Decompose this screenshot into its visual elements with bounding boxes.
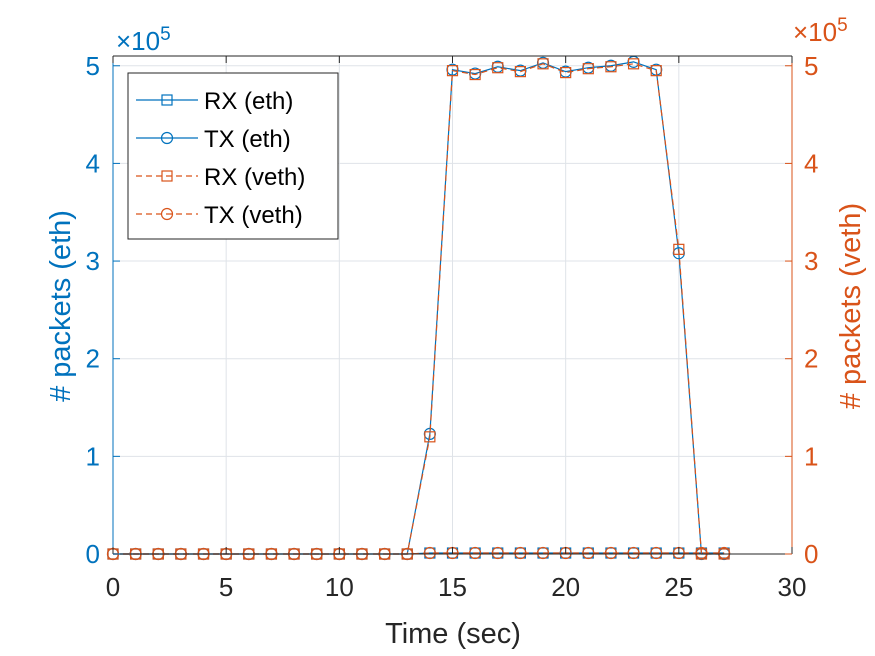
data-point (627, 58, 640, 70)
x-tick-label: 30 (778, 572, 807, 602)
legend-label: RX (veth) (204, 164, 305, 191)
y-tick-label-left: 1 (86, 441, 100, 471)
legend-box (127, 72, 339, 240)
data-point (627, 546, 640, 560)
data-point (469, 546, 482, 560)
legend-marker (161, 170, 173, 182)
data-point (650, 65, 662, 77)
data-point (695, 546, 708, 560)
x-tick-label: 25 (664, 572, 693, 602)
legend-marker (161, 94, 173, 106)
data-point (514, 546, 527, 560)
y-tick-label-left: 0 (86, 539, 100, 569)
right-axis-exponent: ×105 (793, 15, 848, 47)
legend-label: TX (veth) (204, 202, 303, 229)
y-axis-label-left: # packets (eth) (45, 210, 77, 402)
data-point (717, 546, 731, 560)
legend: RX (eth) TX (eth) RX (veth) TX (veth) (127, 72, 339, 240)
legend-marker (160, 207, 174, 221)
data-point (650, 546, 663, 560)
y-axis-label-right: # packets (veth) (835, 203, 867, 409)
y-tick-label-left: 2 (86, 344, 100, 374)
left-axis-exponent: ×105 (116, 24, 171, 56)
x-tick-label: 5 (219, 572, 233, 602)
x-tick-label: 20 (551, 572, 580, 602)
data-point (537, 58, 549, 70)
x-tick-label: 0 (106, 572, 120, 602)
y-tick-label-right: 2 (804, 344, 818, 374)
y-tick-label-right: 3 (804, 246, 818, 276)
legend-entry: RX (veth) (136, 164, 305, 191)
y-tick-label-right: 5 (804, 51, 818, 81)
legend-marker (160, 131, 174, 145)
x-tick-label: 15 (438, 572, 467, 602)
data-point (582, 546, 595, 560)
data-point (424, 431, 436, 443)
legend-label: RX (eth) (204, 88, 293, 115)
legend-entry: TX (veth) (136, 202, 303, 229)
x-tick-label: 10 (325, 572, 354, 602)
data-point (604, 546, 618, 560)
data-point (514, 66, 527, 78)
svg-text:×105: ×105 (793, 15, 848, 47)
data-point (492, 62, 504, 74)
legend-entry: RX (eth) (136, 88, 293, 115)
y-tick-label-left: 4 (86, 148, 100, 178)
x-axis-label: Time (sec) (385, 618, 521, 650)
svg-text:×105: ×105 (116, 24, 171, 56)
data-point (560, 66, 572, 79)
data-point (469, 68, 481, 81)
left-exponent-base: ×10 (116, 26, 160, 56)
y-tick-label-right: 4 (804, 148, 818, 178)
legend-label: TX (eth) (204, 126, 291, 153)
left-exponent-power: 5 (160, 24, 171, 45)
data-point (673, 243, 685, 255)
data-point (491, 546, 504, 560)
right-exponent-power: 5 (837, 15, 848, 36)
data-point (446, 65, 459, 77)
data-point (536, 546, 550, 560)
data-point (605, 61, 617, 73)
y-tick-label-left: 5 (86, 51, 100, 81)
data-point (423, 546, 436, 560)
y-tick-label-left: 3 (86, 246, 100, 276)
legend-entry: TX (eth) (136, 126, 291, 153)
y-tick-label-right: 0 (804, 539, 818, 569)
data-point (582, 63, 594, 75)
right-exponent-base: ×10 (793, 17, 837, 47)
y-tick-label-right: 1 (804, 441, 818, 471)
